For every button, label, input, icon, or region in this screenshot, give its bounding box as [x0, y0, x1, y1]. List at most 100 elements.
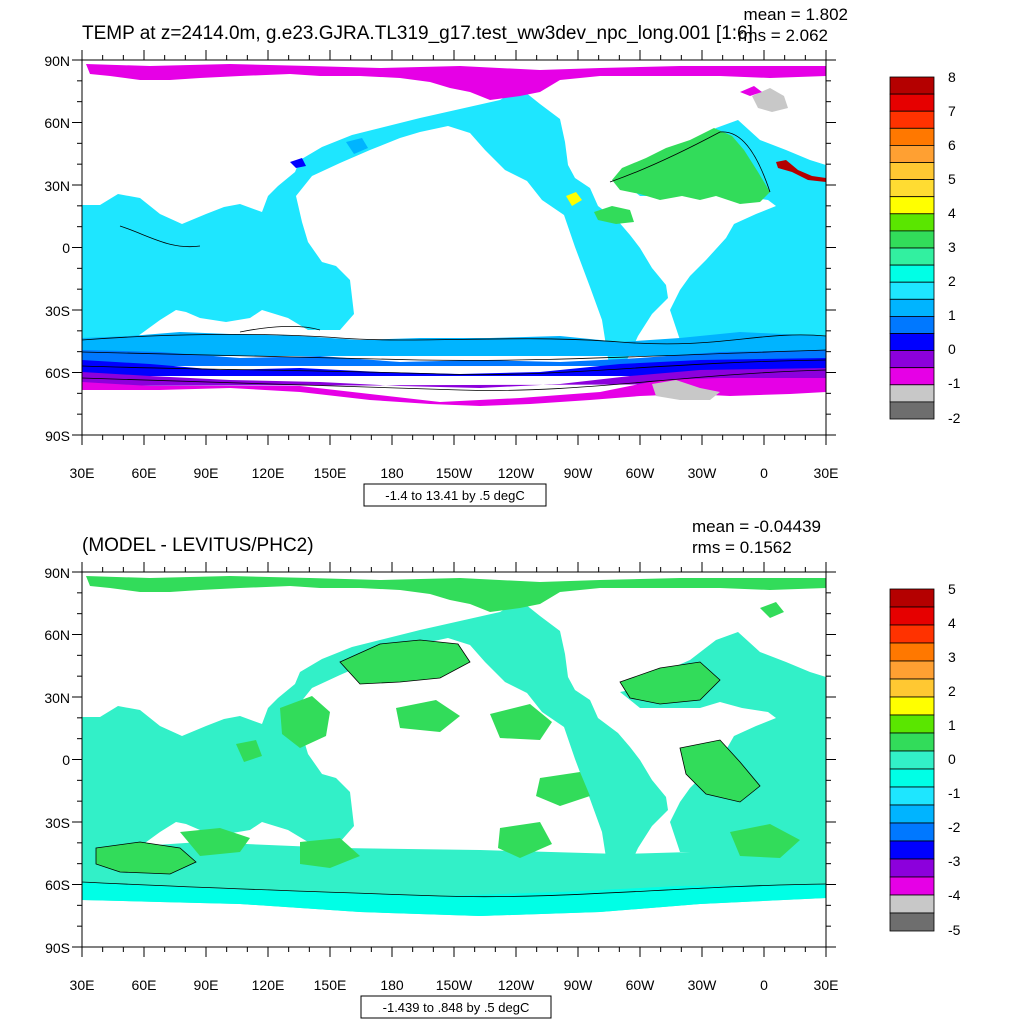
bottom-patch-central-pacific: [396, 700, 460, 732]
bottom-colorbar-swatch: [889, 768, 935, 788]
x-label-30e: 30E: [70, 977, 95, 993]
bottom-patch-west-pacific: [280, 696, 330, 748]
top-colorbar-swatch: [889, 110, 935, 129]
top-map-title: TEMP at z=2414.0m, g.e23.GJRA.TL319_g17.…: [82, 23, 753, 44]
bottom-contour-info-box: [360, 995, 552, 1019]
y-label-90s: 90S: [45, 428, 70, 444]
top-bering-patch: [346, 138, 368, 154]
bottom-patch-southern: [300, 838, 360, 868]
top-southern-ocean-band-4: [82, 368, 826, 388]
bottom-colorbar: [889, 588, 935, 932]
y-label-30n: 30N: [44, 178, 70, 194]
x-label-150e: 150E: [314, 977, 347, 993]
top-weddell-patch: [652, 380, 720, 400]
bottom-contour-lines: [81, 639, 827, 898]
bottom-colorbar-swatch: [889, 876, 935, 896]
bottom-map-title: (MODEL - LEVITUS/PHC2): [82, 535, 314, 556]
bottom-colorbar-swatch: [889, 714, 935, 734]
top-colorbar-swatch: [889, 298, 935, 317]
x-label-120w: 120W: [498, 465, 535, 481]
top-contour-lines: [81, 131, 827, 391]
x-label-30w: 30W: [688, 977, 718, 993]
x-label-90w: 90W: [564, 977, 594, 993]
bottom-x-axis-labels: 30E 60E 90E 120E 150E 180 150W 120W 90W …: [70, 977, 839, 993]
x-label-180: 180: [380, 977, 404, 993]
bottom-contour-info: -1.439 to .848 by .5 degC: [383, 1000, 530, 1015]
top-colorbar-swatch: [889, 315, 935, 334]
top-colorbar-swatch: [889, 333, 935, 352]
x-label-0: 0: [760, 465, 768, 481]
bottom-patch-north-atlantic: [620, 662, 720, 704]
top-colorbar-swatch: [889, 127, 935, 146]
y-label-30s: 30S: [45, 303, 70, 319]
bottom-patch-small-a: [236, 740, 262, 762]
top-colorbar-swatch: [889, 76, 935, 95]
bottom-colorbar-swatch: [889, 786, 935, 806]
bottom-colorbar-swatch: [889, 750, 935, 770]
bottom-colorbar-swatch: [889, 696, 935, 716]
top-colorbar-swatch: [889, 179, 935, 198]
top-southern-ocean-band-2: [82, 350, 826, 366]
bottom-map-panel: (MODEL - LEVITUS/PHC2) mean = -0.04439 r…: [0, 512, 1024, 1024]
top-colorbar-swatch: [889, 93, 935, 112]
cb-label-7: 7: [948, 103, 956, 119]
cb-label-neg5: -5: [948, 922, 961, 938]
x-label-30e-right: 30E: [814, 977, 839, 993]
top-colorbar-swatch: [889, 350, 935, 369]
bottom-mean-label: mean = -0.04439: [692, 517, 821, 536]
x-label-60w: 60W: [626, 977, 656, 993]
top-southern-ocean-band-5: [82, 378, 826, 406]
bottom-colorbar-labels: 5 4 3 2 1 0 -1 -2 -3 -4 -5: [948, 581, 961, 938]
x-label-120e: 120E: [252, 465, 285, 481]
cb-label-1: 1: [948, 717, 956, 733]
y-label-0: 0: [62, 240, 70, 256]
y-label-60n: 60N: [44, 627, 70, 643]
cb-label-6: 6: [948, 137, 956, 153]
top-colorbar-swatch: [889, 384, 935, 403]
top-colorbar-swatch: [889, 196, 935, 215]
top-axis-ticks: [72, 50, 836, 445]
cb-label-neg2: -2: [948, 410, 961, 426]
cb-label-neg1: -1: [948, 375, 961, 391]
bottom-southern-ocean-lower: [82, 882, 826, 916]
top-ocean-field: [81, 64, 827, 406]
top-colorbar-swatch: [889, 213, 935, 232]
top-colorbar-swatch: [889, 367, 935, 386]
top-contour-info-box: [363, 483, 547, 507]
x-label-120w: 120W: [498, 977, 535, 993]
x-label-90w: 90W: [564, 465, 594, 481]
top-y-axis-labels: 90N 60N 30N 0 30S 60S 90S: [44, 53, 70, 444]
cb-label-neg2: -2: [948, 819, 961, 835]
cb-label-neg3: -3: [948, 853, 961, 869]
x-label-90e: 90E: [194, 977, 219, 993]
y-label-60s: 60S: [45, 365, 70, 381]
top-colorbar-swatch: [889, 247, 935, 266]
bottom-patch-small-b: [760, 602, 784, 618]
x-label-30e: 30E: [70, 465, 95, 481]
top-atlantic-patch: [612, 128, 770, 204]
x-label-150e: 150E: [314, 465, 347, 481]
bottom-rms-label: rms = 0.1562: [692, 538, 792, 557]
x-label-180: 180: [380, 465, 404, 481]
x-label-30w: 30W: [688, 465, 718, 481]
top-okhotsk-patch: [290, 158, 306, 168]
bottom-patch-east-indian: [730, 824, 800, 858]
x-label-60e: 60E: [132, 465, 157, 481]
top-rms-label: rms = 2.062: [738, 26, 828, 45]
top-colorbar-swatch: [889, 230, 935, 249]
bottom-patch-south-pacific: [498, 822, 552, 858]
top-colorbar: [889, 76, 935, 420]
y-label-90s: 90S: [45, 940, 70, 956]
top-arctic-patch-east: [752, 88, 788, 112]
y-label-30s: 30S: [45, 815, 70, 831]
x-label-60w: 60W: [626, 465, 656, 481]
bottom-colorbar-swatch: [889, 624, 935, 644]
bottom-patch-east-pacific: [490, 704, 552, 740]
bottom-colorbar-swatch: [889, 642, 935, 662]
bottom-colorbar-swatch: [889, 840, 935, 860]
bottom-patch-indian-south: [180, 828, 250, 856]
x-label-30e-right: 30E: [814, 465, 839, 481]
top-colorbar-swatch: [889, 264, 935, 283]
cb-label-2: 2: [948, 683, 956, 699]
x-label-60e: 60E: [132, 977, 157, 993]
